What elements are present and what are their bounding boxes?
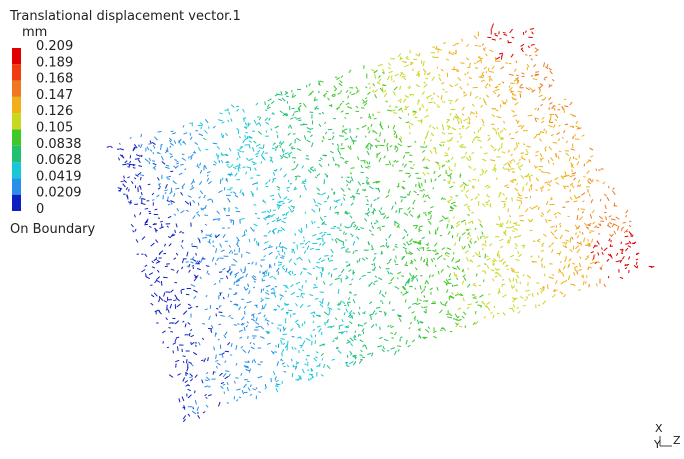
legend-swatch — [12, 113, 21, 130]
vector-dashes — [358, 47, 556, 328]
vector-field — [106, 23, 655, 423]
legend-swatch — [12, 178, 21, 195]
vector-dashes — [106, 140, 231, 423]
axis-triad — [659, 436, 672, 447]
legend-swatch — [12, 48, 21, 65]
legend-title: Translational displacement vector.1 — [9, 9, 241, 24]
legend-label: 0.0209 — [36, 186, 82, 201]
legend-label: 0.126 — [36, 104, 73, 119]
legend-swatch — [12, 194, 21, 211]
vector-dashes — [118, 118, 298, 415]
legend-label: 0.168 — [36, 72, 73, 87]
triad-y: Y — [653, 438, 661, 451]
legend-label: 0 — [36, 202, 44, 217]
vector-dashes — [481, 43, 632, 288]
legend-label: 0.209 — [36, 39, 73, 54]
vector-dashes — [291, 65, 487, 347]
legend-unit: mm — [22, 25, 47, 40]
legend-swatch — [12, 80, 21, 97]
legend-label: 0.105 — [36, 121, 73, 136]
triad-z: Z — [673, 434, 681, 447]
legend-swatch — [12, 145, 21, 163]
legend-label: 0.0838 — [36, 137, 82, 152]
triad-x: X — [655, 422, 663, 435]
vector-dashes — [244, 80, 427, 370]
legend-label: 0.0628 — [36, 153, 82, 168]
vector-dashes — [178, 102, 362, 393]
vector-dashes — [402, 31, 606, 306]
legend-swatch — [12, 129, 21, 146]
legend-footer: On Boundary — [10, 222, 96, 237]
legend-label: 0.0419 — [36, 169, 82, 184]
legend-label: 0.147 — [36, 88, 73, 103]
legend-swatch — [12, 96, 21, 114]
vector-dashes — [487, 23, 655, 279]
legend-swatch — [12, 64, 21, 81]
legend-swatch — [12, 162, 21, 179]
legend-label: 0.189 — [36, 55, 73, 70]
